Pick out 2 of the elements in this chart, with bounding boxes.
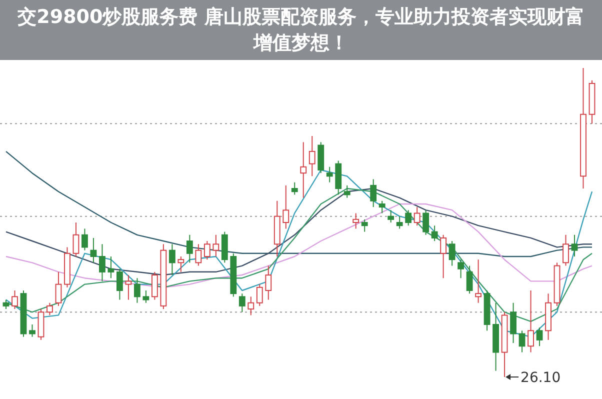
- chart-title: 交29800炒股服务费 唐山股票配资服务，专业助力投资者实现财富增值梦想！: [0, 0, 602, 60]
- annotation: 26.10: [520, 370, 561, 386]
